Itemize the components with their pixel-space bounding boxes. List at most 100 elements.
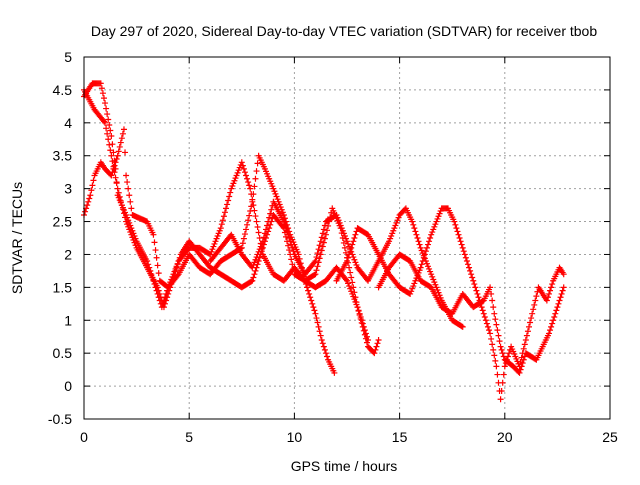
data-point xyxy=(389,230,396,237)
data-point xyxy=(125,185,132,192)
data-point xyxy=(126,226,133,233)
data-point xyxy=(275,198,282,205)
data-point xyxy=(213,235,220,242)
data-point xyxy=(266,214,273,221)
data-point xyxy=(353,299,360,306)
data-point xyxy=(82,208,89,215)
data-point xyxy=(547,287,554,294)
data-point xyxy=(127,198,134,205)
data-point xyxy=(488,335,495,342)
data-point xyxy=(215,230,222,237)
data-point xyxy=(545,330,552,337)
data-point xyxy=(531,301,538,308)
data-point xyxy=(126,192,133,199)
data-point xyxy=(252,267,259,274)
data-point xyxy=(316,328,323,335)
data-point xyxy=(155,270,162,277)
data-point xyxy=(410,283,417,290)
data-point xyxy=(114,185,121,192)
data-point xyxy=(130,236,137,243)
data-point xyxy=(265,218,272,225)
data-point xyxy=(419,258,426,265)
data-point xyxy=(357,315,364,322)
data-point xyxy=(393,219,400,226)
data-point xyxy=(390,227,397,234)
data-point xyxy=(423,244,430,251)
data-point xyxy=(559,287,566,294)
data-point xyxy=(103,105,110,112)
data-point xyxy=(321,222,328,229)
data-point xyxy=(319,340,326,347)
data-point xyxy=(451,218,458,225)
data-point xyxy=(315,246,322,253)
data-point xyxy=(156,290,163,297)
data-point xyxy=(313,254,320,261)
data-point xyxy=(249,277,256,284)
data-point xyxy=(516,369,523,376)
data-point xyxy=(108,172,115,179)
data-point xyxy=(417,264,424,271)
data-point xyxy=(395,214,402,221)
data-point xyxy=(87,192,94,199)
data-point xyxy=(520,345,527,352)
data-point xyxy=(228,185,235,192)
data-point xyxy=(106,122,113,129)
data-point xyxy=(249,198,256,205)
data-point xyxy=(305,287,312,294)
x-tick-label: 15 xyxy=(392,429,408,445)
data-point xyxy=(500,353,507,360)
data-point xyxy=(308,297,315,304)
data-point xyxy=(250,261,257,268)
y-tick-label: 0.5 xyxy=(53,345,73,361)
data-point xyxy=(288,256,295,263)
data-point xyxy=(247,208,254,215)
data-point xyxy=(552,310,559,317)
data-point xyxy=(427,268,434,275)
data-point xyxy=(120,210,127,217)
data-point xyxy=(423,260,430,267)
data-point xyxy=(498,346,505,353)
data-point xyxy=(230,180,237,187)
data-point xyxy=(362,335,369,342)
data-point xyxy=(342,235,349,242)
y-tick-label: 2.5 xyxy=(53,214,73,230)
data-point xyxy=(457,238,464,245)
data-point xyxy=(336,219,343,226)
data-point xyxy=(231,177,238,184)
data-point xyxy=(88,187,95,194)
data-point xyxy=(453,225,460,232)
data-point xyxy=(262,226,269,233)
data-point xyxy=(253,168,260,175)
data-point xyxy=(467,267,474,274)
data-point xyxy=(318,337,325,344)
data-point xyxy=(372,346,379,353)
data-point xyxy=(256,254,263,261)
data-point xyxy=(258,240,265,247)
data-point xyxy=(338,225,345,232)
data-point xyxy=(129,234,136,241)
data-point xyxy=(105,116,112,123)
data-point xyxy=(105,136,112,143)
data-point xyxy=(256,235,263,241)
data-point xyxy=(433,284,440,291)
data-point xyxy=(102,119,109,126)
data-point xyxy=(519,360,526,367)
data-point xyxy=(494,371,501,378)
data-point xyxy=(257,243,264,250)
data-point xyxy=(119,130,126,137)
data-point xyxy=(428,231,435,238)
data-point xyxy=(276,201,283,208)
data-point xyxy=(431,279,438,286)
data-point xyxy=(285,231,292,238)
data-point xyxy=(312,271,319,278)
data-point xyxy=(346,283,353,290)
data-point xyxy=(244,175,251,182)
axis-ticks: 0 5 10 15 20 25 -0.5 0 0.5 1 1.5 2 2.5 3 3.5 4 4.5 5 xyxy=(48,49,618,445)
data-point xyxy=(249,264,256,271)
data-point xyxy=(176,254,183,261)
data-point xyxy=(464,261,471,268)
x-tick-label: 0 xyxy=(80,429,88,445)
data-point xyxy=(322,350,329,357)
data-point xyxy=(128,231,135,238)
data-point xyxy=(371,350,378,357)
